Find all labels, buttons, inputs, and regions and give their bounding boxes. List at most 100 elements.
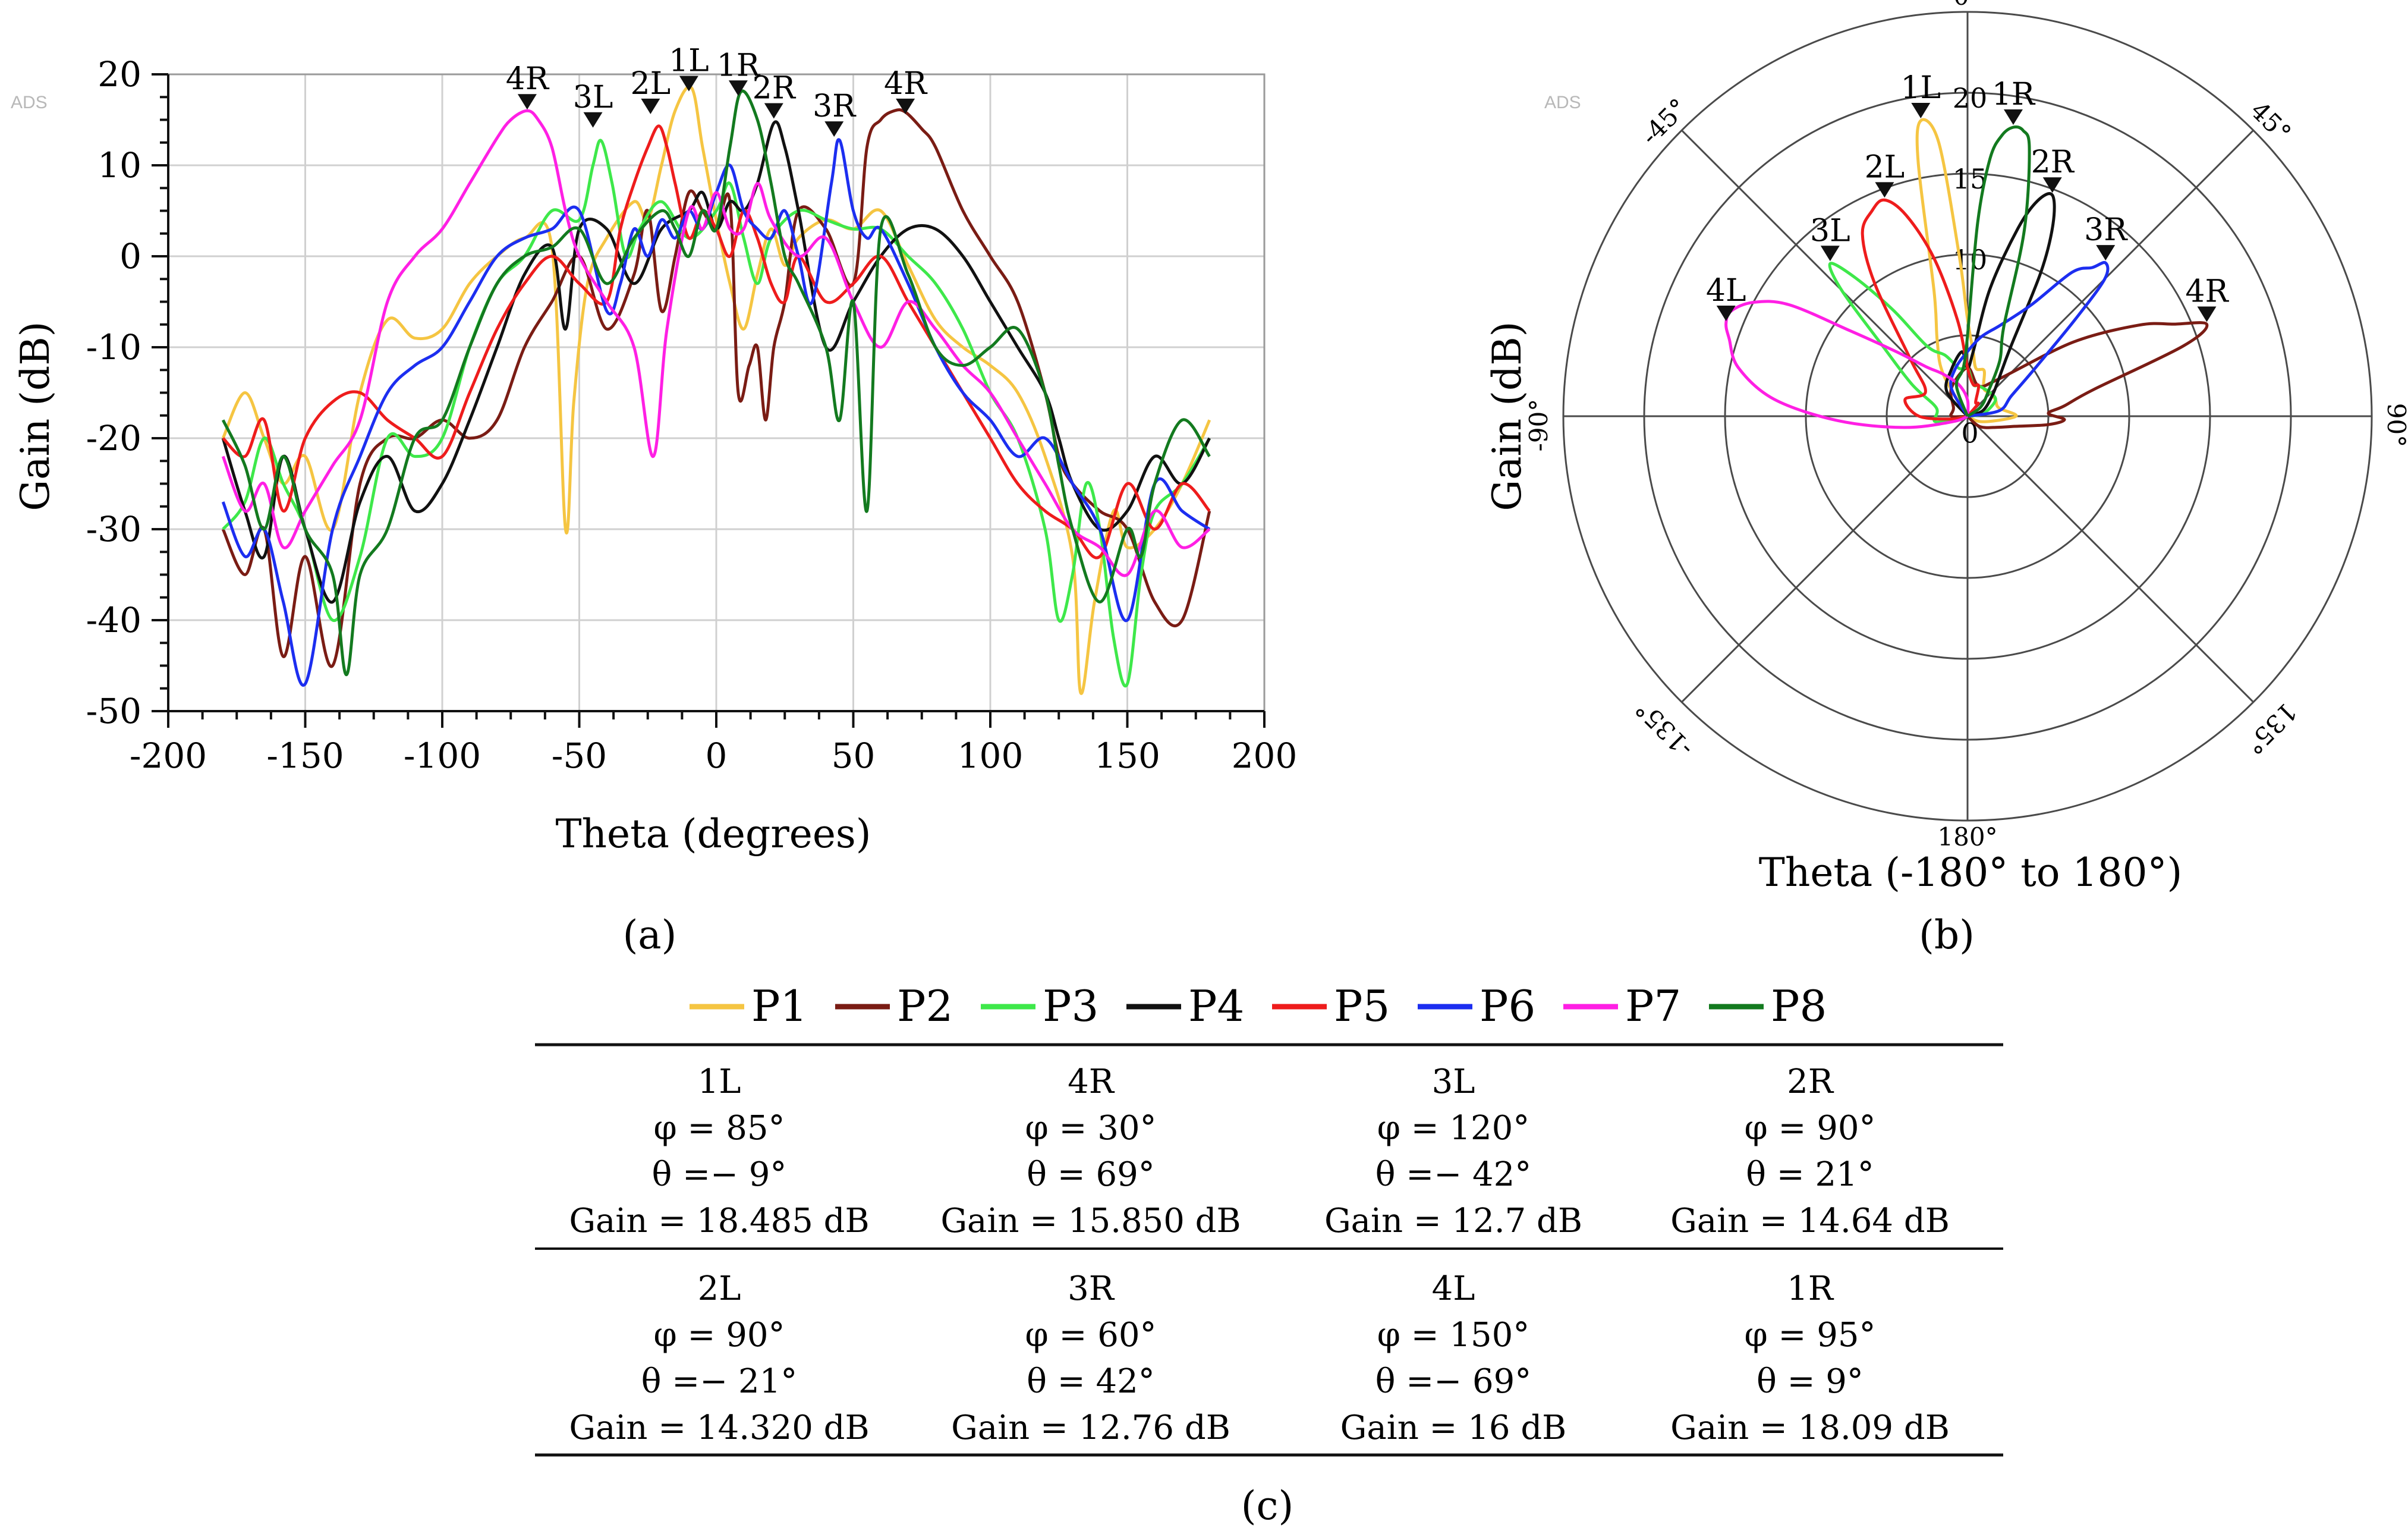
angle-label: 45° bbox=[2245, 96, 2297, 147]
cell-beam: 1L bbox=[698, 1063, 741, 1101]
y-tick-label: -50 bbox=[86, 691, 141, 731]
marker-3r: 3R bbox=[813, 89, 857, 137]
table-cell-1r: 1R φ = 95° θ = 9° Gain = 18.09 dB bbox=[1670, 1269, 1950, 1447]
series-p6 bbox=[221, 138, 1211, 687]
series-p5 bbox=[222, 124, 1211, 560]
marker-2r: 2R bbox=[753, 71, 797, 119]
marker-label: 4R bbox=[884, 66, 928, 102]
legend-label: P1 bbox=[751, 981, 807, 1031]
marker-triangle bbox=[2096, 245, 2116, 261]
polar-spoke bbox=[1966, 130, 2254, 417]
legend-label: P7 bbox=[1625, 981, 1681, 1031]
polar-spoke bbox=[1681, 415, 1969, 703]
cell-gain: Gain = 18.485 dB bbox=[569, 1202, 869, 1240]
marker-label: 3L bbox=[573, 80, 613, 115]
ads-watermark-b: ADS bbox=[1544, 93, 1581, 112]
x-tick-labels: -200 -150 -100 -50 0 50 100 150 200 bbox=[130, 736, 1298, 776]
marker-label: 1R bbox=[1992, 77, 2036, 112]
polar-y-axis-label: Gain (dB) bbox=[1484, 322, 1530, 511]
y-tick-label: -30 bbox=[86, 509, 141, 549]
cell-theta: θ = 21° bbox=[1746, 1155, 1874, 1194]
cell-gain: Gain = 14.320 dB bbox=[569, 1409, 869, 1447]
polar-marker-3r: 3R bbox=[2084, 212, 2128, 261]
polar-series-p6 bbox=[1949, 260, 2110, 418]
cell-theta: θ = 42° bbox=[1027, 1362, 1155, 1401]
cell-theta: θ = 69° bbox=[1027, 1155, 1155, 1194]
cell-beam: 4R bbox=[1068, 1063, 1115, 1101]
angle-label: 90° bbox=[2382, 403, 2408, 447]
y-tick-label: -10 bbox=[86, 327, 141, 367]
polar-series-p4 bbox=[1944, 192, 2056, 418]
y-tick-labels: 20 10 0 -10 -20 -30 -40 -50 bbox=[86, 54, 141, 731]
cell-phi: φ = 85° bbox=[654, 1109, 785, 1148]
angle-label: -45° bbox=[1635, 93, 1693, 150]
cell-theta: θ =− 21° bbox=[641, 1362, 797, 1401]
y-tick-label: 20 bbox=[97, 54, 141, 95]
polar-marker-4l: 4L bbox=[1706, 273, 1746, 322]
cell-theta: θ =− 42° bbox=[1375, 1155, 1531, 1194]
cell-beam: 2L bbox=[698, 1269, 741, 1308]
polar-series bbox=[1724, 118, 2209, 429]
ads-watermark-a: ADS bbox=[11, 93, 48, 112]
cell-beam: 1R bbox=[1787, 1269, 1834, 1308]
polar-series-p7 bbox=[1724, 300, 1970, 429]
table-cell-2r: 2R φ = 90° θ = 21° Gain = 14.64 dB bbox=[1670, 1063, 1950, 1240]
table-cells: 1L φ = 85° θ =− 9° Gain = 18.485 dB 4R φ = 30… bbox=[569, 1063, 1950, 1447]
cell-gain: Gain = 14.64 dB bbox=[1670, 1202, 1950, 1240]
legend-entry-p5: P5 bbox=[1272, 981, 1390, 1031]
polar-marker-4r: 4R bbox=[2185, 274, 2229, 322]
polar-marker-2l: 2L bbox=[1865, 149, 1905, 198]
series-p4 bbox=[221, 120, 1211, 604]
marker-triangle bbox=[1911, 102, 1931, 118]
cell-theta: θ =− 69° bbox=[1375, 1362, 1531, 1401]
axes bbox=[152, 73, 1266, 728]
polar-series-p8 bbox=[1954, 125, 2031, 418]
table-cell-3r: 3R φ = 60° θ = 42° Gain = 12.76 dB bbox=[951, 1269, 1230, 1447]
marker-label: 4L bbox=[1706, 273, 1746, 309]
cell-beam: 3R bbox=[1068, 1269, 1115, 1308]
panel-c-label: (c) bbox=[1241, 1483, 1293, 1529]
legend-label: P5 bbox=[1334, 981, 1390, 1031]
marker-triangle bbox=[641, 98, 660, 114]
legend-entry-p2: P2 bbox=[835, 981, 953, 1031]
table-cell-1l: 1L φ = 85° θ =− 9° Gain = 18.485 dB bbox=[569, 1063, 869, 1240]
cell-theta: θ = 9° bbox=[1757, 1362, 1864, 1401]
marker-triangle bbox=[2197, 306, 2217, 322]
marker-4r: 4R bbox=[506, 61, 550, 110]
cell-gain: Gain = 12.76 dB bbox=[951, 1409, 1230, 1447]
y-tick-label: -20 bbox=[86, 418, 141, 458]
cell-phi: φ = 95° bbox=[1745, 1316, 1876, 1354]
marker-label: 1L bbox=[1900, 70, 1941, 106]
series-p7 bbox=[221, 109, 1211, 577]
legend-entry-p1: P1 bbox=[690, 981, 807, 1031]
series-lines bbox=[221, 85, 1211, 695]
legend-label: P6 bbox=[1480, 981, 1535, 1031]
series-p3 bbox=[222, 139, 1211, 687]
polar-marker-1r: 1R bbox=[1992, 77, 2036, 125]
x-tick-label: -50 bbox=[552, 736, 607, 776]
beam-table: 1L φ = 85° θ =− 9° Gain = 18.485 dB 4R φ = 30… bbox=[535, 1043, 2003, 1457]
x-axis-label: Theta (degrees) bbox=[555, 811, 871, 857]
x-tick-label: 0 bbox=[706, 736, 728, 776]
marker-label: 4R bbox=[2185, 274, 2229, 310]
marker-triangle bbox=[517, 94, 537, 110]
x-tick-label: -200 bbox=[130, 736, 207, 776]
marker-label: 3L bbox=[1810, 213, 1850, 249]
legend-entry-p4: P4 bbox=[1126, 981, 1244, 1031]
cell-phi: φ = 90° bbox=[1745, 1109, 1876, 1148]
marker-triangle bbox=[764, 103, 783, 119]
series-p8 bbox=[221, 89, 1211, 677]
x-tick-label: -100 bbox=[404, 736, 481, 776]
polar-marker-2r: 2R bbox=[2031, 144, 2075, 193]
cell-gain: Gain = 15.850 dB bbox=[940, 1202, 1241, 1240]
marker-triangle bbox=[728, 80, 748, 96]
x-tick-label: 50 bbox=[832, 736, 876, 776]
marker-label: 4R bbox=[506, 61, 550, 97]
polar-marker-3l: 3L bbox=[1810, 213, 1850, 262]
polar-series-p5 bbox=[1861, 198, 1981, 421]
cartesian-gain-plot: ADS -200 -150 -100 -50 0 50 100 150 200 20100-10… bbox=[11, 43, 1297, 958]
marker-triangle bbox=[1820, 246, 1840, 262]
legend-entry-p8: P8 bbox=[1709, 981, 1827, 1031]
cell-theta: θ =− 9° bbox=[652, 1155, 787, 1194]
